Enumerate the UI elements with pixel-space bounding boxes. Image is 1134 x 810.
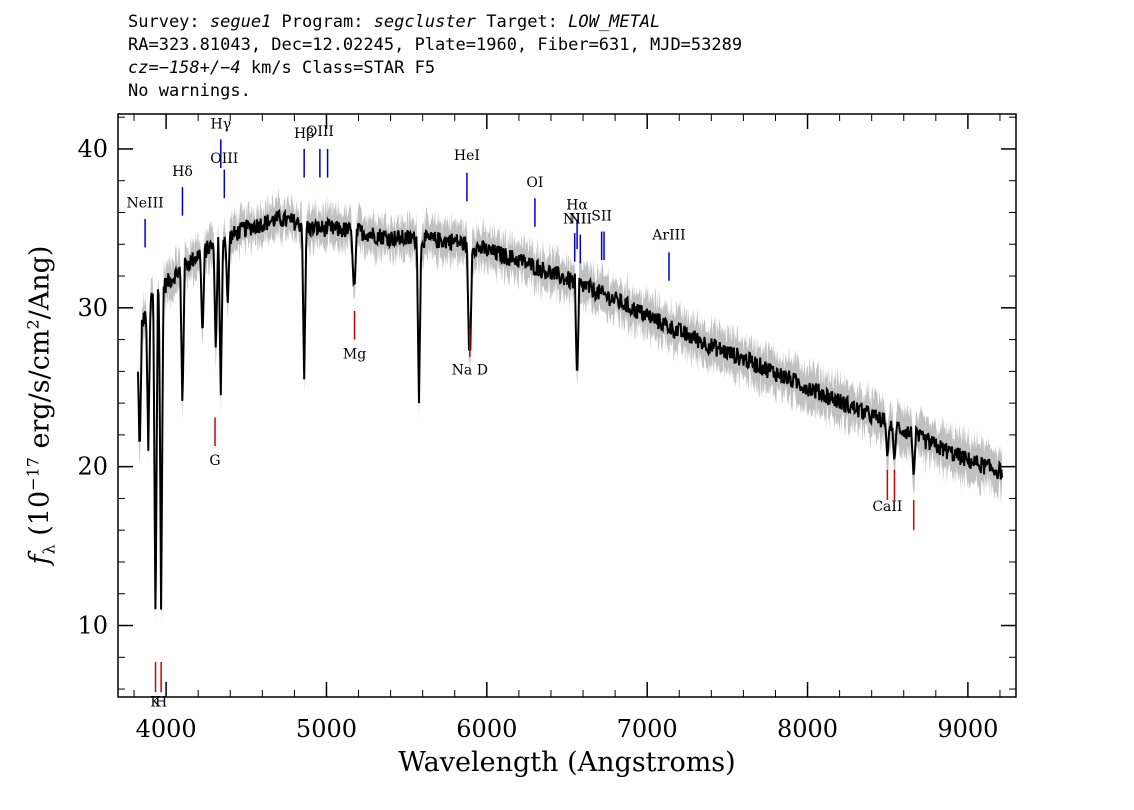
header-line-survey: Survey: segue1 Program: segcluster Targe… <box>128 12 661 32</box>
y-tick-label: 40 <box>77 135 108 163</box>
error-band <box>138 187 1002 630</box>
y-tick-label: 20 <box>77 453 108 481</box>
emission-line-label: SII <box>591 208 612 224</box>
y-tick-label: 10 <box>77 612 108 640</box>
target-value: LOW_METAL <box>568 12 661 32</box>
stellar-line-label: H <box>155 695 167 711</box>
stellar-line-label: Na D <box>452 363 488 379</box>
emission-line-label: NII <box>569 212 592 228</box>
emission-line-label: NII <box>563 212 586 228</box>
emission-line-label: OIII <box>306 124 334 140</box>
stellar-line-label: Mg <box>343 347 366 363</box>
error-band-area <box>138 187 1002 630</box>
emission-line-label: Hα <box>566 197 588 213</box>
x-tick-label: 7000 <box>617 715 678 743</box>
header-line-redshift: cz=−158+/−4 km/s Class=STAR F5 <box>128 58 436 78</box>
spectrum-header: Survey: segue1 Program: segcluster Targe… <box>128 11 742 103</box>
emission-line-label: Hβ <box>294 126 314 142</box>
emission-line-label: Hδ <box>172 164 193 180</box>
stellar-line-label: CaII <box>872 499 902 515</box>
header-line-warnings: No warnings. <box>128 81 251 101</box>
x-tick-label: 6000 <box>456 715 517 743</box>
emission-line-label: NeIII <box>127 196 164 212</box>
plot-frame <box>117 113 1017 698</box>
x-axis-label: Wavelength (Angstroms) <box>398 747 735 778</box>
y-tick-label: 30 <box>77 294 108 322</box>
flux-series <box>137 208 1003 610</box>
emission-line-label: OIII <box>210 151 238 167</box>
x-tick-label: 9000 <box>937 715 998 743</box>
emission-line-label: ArIII <box>651 227 685 243</box>
stellar-line-label: G <box>209 453 220 469</box>
emission-line-label: HeI <box>454 148 480 164</box>
program-value: segcluster <box>373 12 477 32</box>
emission-line-label: OI <box>526 175 543 191</box>
stellar-line-label: K <box>150 695 161 711</box>
x-tick-label: 4000 <box>136 715 197 743</box>
cz-value: cz=−158+/−4 <box>128 58 241 78</box>
header-line-coordinates: RA=323.81043, Dec=12.02245, Plate=1960, … <box>128 35 743 55</box>
x-tick-label: 8000 <box>777 715 838 743</box>
x-tick-label: 5000 <box>296 715 357 743</box>
flux-line <box>137 208 1003 610</box>
emission-line-label: Hγ <box>210 116 231 132</box>
plot-axes: 4000 5000 6000 7000 8000 9000 10 20 30 40 <box>77 113 1017 743</box>
survey-value: segue1 <box>209 12 272 32</box>
